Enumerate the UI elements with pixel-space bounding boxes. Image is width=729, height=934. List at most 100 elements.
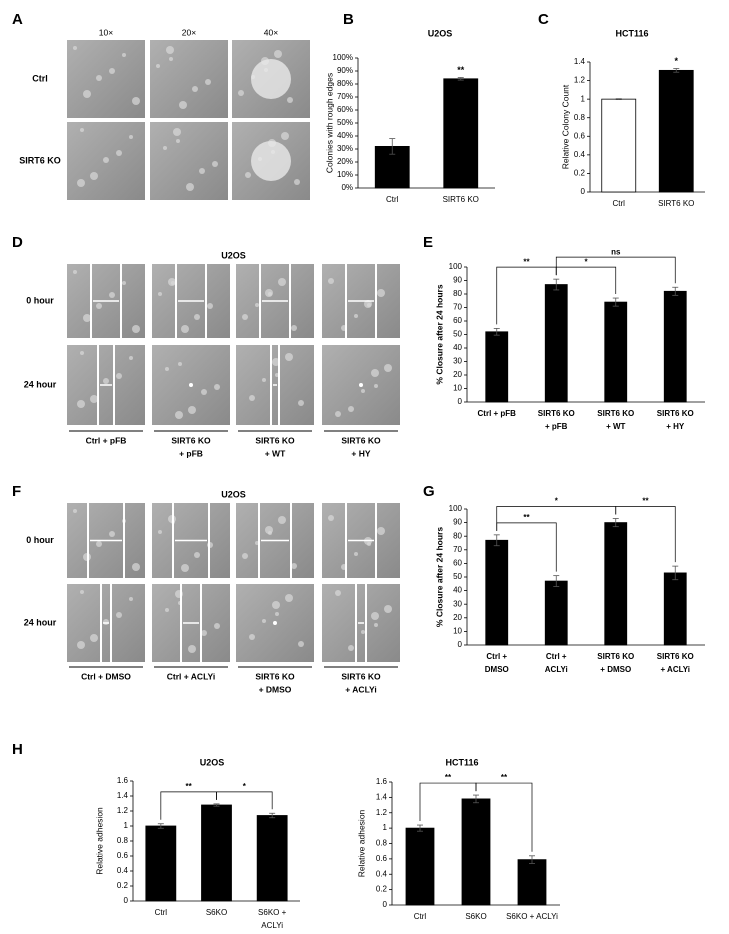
cell bbox=[188, 645, 196, 653]
cell bbox=[285, 594, 293, 602]
panel-label: C bbox=[538, 11, 549, 28]
significance: ** bbox=[457, 65, 465, 75]
y-tick-label: 0.8 bbox=[117, 836, 129, 845]
bar bbox=[663, 572, 687, 646]
cell bbox=[371, 369, 379, 377]
cell bbox=[255, 303, 259, 307]
cell bbox=[364, 300, 372, 308]
y-tick-label: 60 bbox=[453, 559, 462, 568]
y-tick-label: 1 bbox=[124, 821, 129, 830]
x-tick-label: + pFB bbox=[545, 422, 568, 431]
y-tick-label: 0 bbox=[458, 640, 463, 649]
cell bbox=[214, 384, 220, 390]
y-tick-label: 0.4 bbox=[574, 150, 586, 159]
cell bbox=[77, 400, 85, 408]
y-tick-label: 20% bbox=[337, 157, 353, 166]
y-tick-label: 100 bbox=[449, 262, 463, 271]
error-bar bbox=[553, 278, 560, 291]
cell bbox=[374, 623, 378, 627]
cell bbox=[129, 356, 133, 360]
column-label: + ACLYi bbox=[345, 684, 376, 694]
cell bbox=[262, 378, 266, 382]
cell bbox=[96, 303, 102, 309]
bracket-line bbox=[555, 256, 676, 284]
bar bbox=[517, 859, 547, 906]
chart-title: HCT116 bbox=[615, 28, 648, 38]
x-tick-label: SIRT6 KO bbox=[657, 409, 694, 418]
row-label: 24 hour bbox=[24, 379, 57, 389]
bar bbox=[604, 522, 628, 646]
cell bbox=[212, 161, 218, 167]
bar bbox=[461, 798, 491, 906]
y-tick-label: 100% bbox=[333, 53, 353, 62]
x-tick-label: S6KO + bbox=[258, 908, 287, 917]
cell bbox=[287, 97, 293, 103]
error-bar bbox=[417, 824, 423, 832]
cell bbox=[374, 384, 378, 388]
y-tick-label: 30% bbox=[337, 144, 353, 153]
x-tick-label: SIRT6 KO bbox=[597, 409, 634, 418]
error-bar bbox=[615, 98, 622, 101]
significance-bracket: ns bbox=[555, 247, 676, 284]
cell bbox=[354, 552, 358, 556]
x-tick-label: + HY bbox=[666, 422, 685, 431]
cell bbox=[73, 270, 77, 274]
column-label: 10× bbox=[99, 27, 113, 37]
cell bbox=[77, 179, 85, 187]
y-tick-label: 1.2 bbox=[376, 808, 388, 817]
y-tick-label: 0.6 bbox=[376, 854, 388, 863]
y-tick-label: 100 bbox=[449, 504, 463, 513]
x-tick-label: S6KO bbox=[206, 908, 227, 917]
chart-title: U2OS bbox=[428, 28, 453, 38]
cell bbox=[90, 634, 98, 642]
cell bbox=[384, 605, 392, 613]
cell bbox=[129, 597, 133, 601]
cell bbox=[132, 325, 140, 333]
cell bbox=[348, 645, 354, 651]
cell bbox=[103, 619, 109, 625]
x-tick-label: S6KO + ACLYi bbox=[506, 912, 558, 921]
y-tick-label: 1 bbox=[383, 823, 388, 832]
cell bbox=[201, 389, 207, 395]
cell bbox=[109, 531, 115, 537]
cell bbox=[242, 314, 248, 320]
bar bbox=[485, 539, 509, 646]
y-tick-label: 30 bbox=[453, 357, 462, 366]
y-tick-label: 0.8 bbox=[574, 113, 586, 122]
cell bbox=[354, 314, 358, 318]
y-tick-label: 90% bbox=[337, 66, 353, 75]
y-tick-label: 40 bbox=[453, 586, 462, 595]
cell bbox=[80, 128, 84, 132]
cell bbox=[214, 623, 220, 629]
y-tick-label: 10 bbox=[453, 627, 462, 636]
x-tick-label: Ctrl bbox=[613, 199, 626, 208]
y-tick-label: 1.2 bbox=[117, 806, 129, 815]
significance: ** bbox=[186, 782, 193, 791]
cell bbox=[377, 289, 385, 297]
cell bbox=[116, 612, 122, 618]
bar bbox=[256, 815, 288, 902]
y-tick-label: 10 bbox=[453, 384, 462, 393]
column-label: SIRT6 KO bbox=[255, 671, 295, 681]
cell bbox=[166, 46, 174, 54]
bar bbox=[544, 580, 568, 646]
cell bbox=[291, 563, 297, 569]
y-tick-label: 1.2 bbox=[574, 76, 586, 85]
x-tick-label: ACLYi bbox=[545, 665, 568, 674]
gap-arrow bbox=[189, 383, 193, 387]
bracket-line bbox=[475, 782, 533, 852]
error-bar bbox=[473, 794, 479, 804]
x-tick-label: Ctrl + pFB bbox=[478, 409, 517, 418]
cell bbox=[158, 530, 162, 534]
cell bbox=[103, 378, 109, 384]
x-tick-label: SIRT6 KO bbox=[597, 652, 634, 661]
y-tick-label: 20 bbox=[453, 370, 462, 379]
significance: ** bbox=[445, 773, 452, 782]
y-tick-label: 1.4 bbox=[117, 791, 129, 800]
significance: ** bbox=[642, 497, 649, 506]
cell bbox=[194, 552, 200, 558]
y-tick-label: 0% bbox=[341, 183, 353, 192]
row-label: 0 hour bbox=[26, 295, 54, 305]
panel-label: A bbox=[12, 11, 23, 28]
y-tick-label: 90 bbox=[453, 518, 462, 527]
